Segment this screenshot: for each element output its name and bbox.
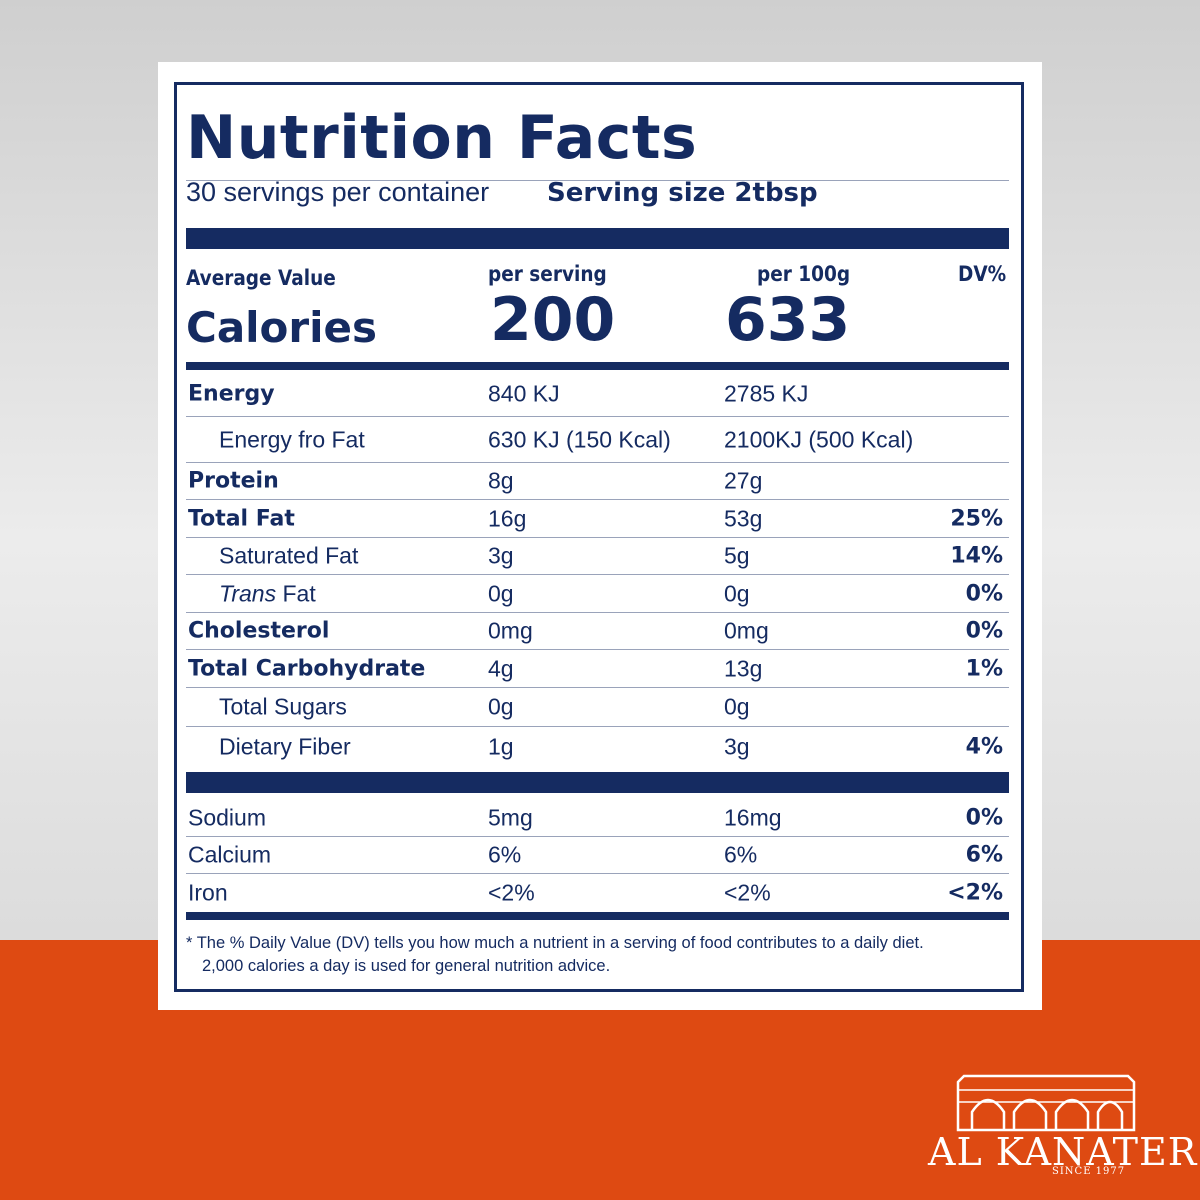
daily-value: 14% (950, 543, 1003, 569)
per-serving-value: 0mg (488, 617, 533, 644)
per-serving-value: 6% (488, 841, 522, 868)
mineral-name: Iron (188, 879, 228, 905)
per-serving-header: per serving (488, 262, 607, 286)
thick-divider (186, 772, 1009, 793)
per-100g-value: 3g (724, 733, 750, 760)
table-row: Iron <2% <2% <2% (186, 874, 1009, 911)
nutrient-table: Energy 840 KJ 2785 KJ Energy fro Fat 630… (186, 372, 1009, 767)
dv-header: DV% (958, 262, 1007, 286)
nutrient-name: Saturated Fat (219, 542, 359, 569)
brand-logo-arches-icon (956, 1074, 1136, 1132)
daily-value: 6% (965, 842, 1003, 868)
nutrient-name: Total Sugars (219, 693, 347, 720)
footnote-line-2: 2,000 calories a day is used for general… (202, 957, 611, 975)
per-serving-value: 4g (488, 655, 514, 681)
footnote-line-1: * The % Daily Value (DV) tells you how m… (186, 934, 924, 952)
per-100g-value: 53g (724, 505, 763, 531)
per-100g-header: per 100g (757, 262, 851, 286)
per-100g-value: 6% (724, 841, 758, 868)
table-row: Total Fat 16g 53g 25% (186, 500, 1009, 538)
daily-value: 0% (965, 805, 1003, 830)
per-serving-value: 16g (488, 505, 527, 531)
daily-value: 4% (965, 734, 1003, 760)
label-title: Nutrition Facts (186, 103, 698, 173)
per-serving-value: 840 KJ (488, 380, 560, 407)
nutrient-name: Trans Fat (219, 580, 316, 607)
nutrient-name: Protein (188, 468, 279, 494)
table-row: Saturated Fat 3g 5g 14% (186, 538, 1009, 575)
per-100g-value: 0g (724, 580, 750, 606)
per-100g-value: 16mg (724, 804, 782, 830)
nutrient-name: Total Carbohydrate (188, 656, 426, 681)
nutrient-name: Energy (188, 381, 275, 407)
per-100g-value: 0mg (724, 617, 769, 644)
per-100g-value: <2% (724, 879, 771, 905)
nutrient-name-rest: Fat (276, 580, 316, 606)
mineral-name: Calcium (188, 841, 272, 868)
average-value-header: Average Value (186, 266, 336, 290)
per-serving-value: 3g (488, 542, 514, 569)
table-row: Energy 840 KJ 2785 KJ (186, 372, 1009, 417)
table-row: Protein 8g 27g (186, 463, 1009, 500)
per-100g-value: 2785 KJ (724, 380, 809, 407)
brand-since: SINCE 1977 (1052, 1166, 1126, 1177)
thick-divider (186, 228, 1009, 249)
nutrient-name: Total Fat (188, 506, 295, 531)
brand-name: AL KANATER (928, 1130, 1198, 1174)
medium-divider (186, 362, 1009, 370)
table-row: Trans Fat 0g 0g 0% (186, 575, 1009, 613)
calories-label: Calories (186, 303, 378, 352)
serving-size: Serving size 2tbsp (547, 178, 818, 208)
per-serving-value: 5mg (488, 804, 533, 830)
medium-divider (186, 912, 1009, 920)
per-serving-value: 8g (488, 467, 514, 494)
per-serving-value: 630 KJ (150 Kcal) (488, 426, 671, 452)
nutrient-name: Energy fro Fat (219, 426, 365, 452)
daily-value: 25% (950, 506, 1003, 531)
per-serving-value: 0g (488, 580, 514, 606)
table-row: Total Carbohydrate 4g 13g 1% (186, 650, 1009, 688)
daily-value: 0% (965, 618, 1003, 644)
table-row: Dietary Fiber 1g 3g 4% (186, 727, 1009, 767)
daily-value: <2% (947, 880, 1003, 905)
daily-value: 1% (965, 656, 1003, 681)
nutrient-name-italic: Trans (219, 580, 277, 606)
per-serving-value: 1g (488, 733, 514, 760)
per-100g-value: 27g (724, 467, 763, 494)
table-row: Calcium 6% 6% 6% (186, 837, 1009, 874)
mineral-name: Sodium (188, 804, 266, 830)
table-row: Energy fro Fat 630 KJ (150 Kcal) 2100KJ … (186, 417, 1009, 463)
divider (186, 180, 1009, 181)
mineral-table: Sodium 5mg 16mg 0% Calcium 6% 6% 6% Iron… (186, 799, 1009, 911)
table-row: Cholesterol 0mg 0mg 0% (186, 613, 1009, 650)
table-row: Sodium 5mg 16mg 0% (186, 799, 1009, 837)
nutrition-label-frame: Nutrition Facts 30 servings per containe… (174, 82, 1024, 992)
calories-per-100g: 633 (725, 285, 851, 355)
nutrition-label-card: Nutrition Facts 30 servings per containe… (158, 62, 1042, 1010)
per-100g-value: 0g (724, 693, 750, 720)
per-serving-value: <2% (488, 879, 535, 905)
nutrient-name: Dietary Fiber (219, 733, 351, 760)
calories-per-serving: 200 (490, 285, 616, 355)
daily-value: 0% (965, 581, 1003, 606)
nutrient-name: Cholesterol (188, 618, 330, 644)
per-serving-value: 0g (488, 693, 514, 720)
table-row: Total Sugars 0g 0g (186, 688, 1009, 727)
servings-per-container: 30 servings per container (186, 177, 490, 207)
per-100g-value: 13g (724, 655, 763, 681)
per-100g-value: 2100KJ (500 Kcal) (724, 426, 914, 452)
per-100g-value: 5g (724, 542, 750, 569)
